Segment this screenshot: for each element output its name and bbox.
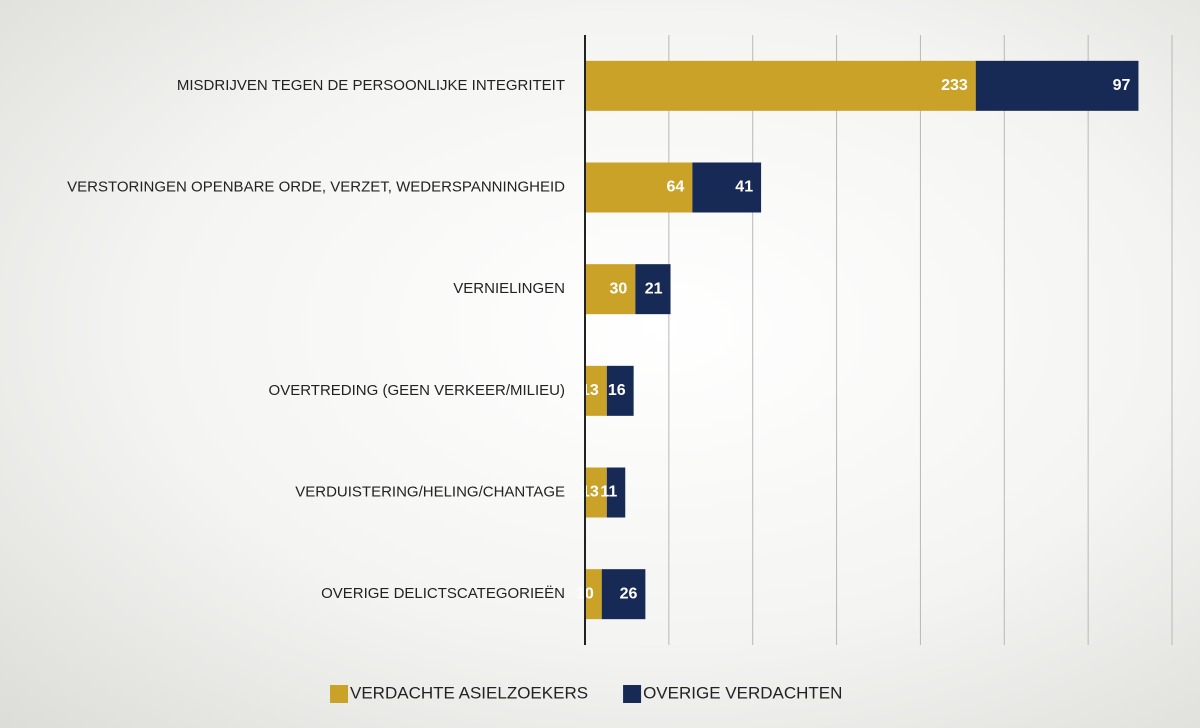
legend-swatch [330,685,348,703]
bar-segment [606,467,626,518]
value-label: 26 [620,585,638,602]
category-label: VERNIELINGEN [453,280,565,297]
bar-segment [585,365,607,416]
bar-segment [585,264,636,315]
value-label: 13 [581,382,599,399]
category-label: OVERIGE DELICTSCATEGORIEËN [321,585,565,602]
category-label: VERDUISTERING/HELING/CHANTAGE [295,483,565,500]
bar-segment [585,467,607,518]
value-label: 21 [645,280,663,297]
value-label: 13 [581,484,599,501]
bar-segment [635,264,671,315]
value-label: 41 [735,179,753,196]
value-label: 16 [608,382,626,399]
bar-segment [975,60,1139,111]
bar-segment [585,162,693,213]
legend-label: VERDACHTE ASIELZOEKERS [350,683,588,702]
value-label: 11 [600,484,617,501]
bar-segment [585,60,976,111]
category-label: MISDRIJVEN TEGEN DE PERSOONLIJKE INTEGRI… [177,77,565,94]
category-label: OVERTREDING (GEEN VERKEER/MILIEU) [269,382,565,399]
category-label: VERSTORINGEN OPENBARE ORDE, VERZET, WEDE… [67,178,565,195]
value-label: 30 [610,280,628,297]
value-label: 233 [941,77,968,94]
bar-segment [692,162,762,213]
legend-swatch [623,685,642,703]
bar-segment [601,569,646,620]
legend-label: OVERIGE VERDACHTEN [643,683,842,702]
bar-segment [585,569,602,620]
value-label: 64 [667,179,685,196]
bar-segment [606,365,634,416]
value-label: 97 [1113,77,1131,94]
